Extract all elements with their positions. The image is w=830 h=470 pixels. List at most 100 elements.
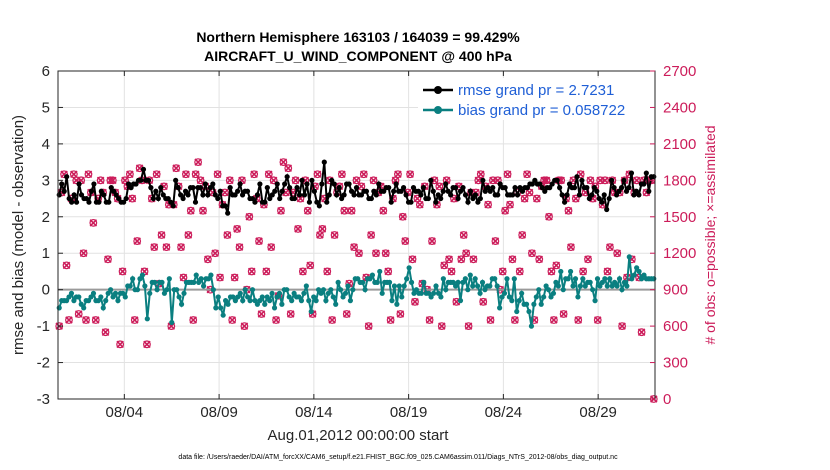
obs-assimilated-marker	[204, 255, 212, 264]
obs-assimilated-stroke	[286, 310, 295, 318]
obs-possible-marker	[457, 255, 466, 264]
obs-assimilated-stroke	[372, 249, 380, 257]
rmse-point	[410, 185, 417, 191]
obs-assimilated-stroke	[213, 170, 222, 179]
obs-assimilated-stroke	[308, 310, 317, 318]
rmse-point	[78, 192, 85, 198]
rmse-point	[631, 192, 637, 198]
obs-assimilated-stroke	[279, 158, 288, 166]
bias-point	[218, 305, 224, 311]
bias-point	[609, 283, 615, 289]
obs-possible-marker	[257, 310, 266, 318]
obs-possible-marker	[606, 243, 614, 252]
obs-assimilated-marker	[491, 237, 500, 245]
obs-assimilated-marker	[199, 206, 207, 215]
bias-point	[144, 316, 150, 322]
obs-assimilated-stroke	[459, 231, 468, 239]
bias-point	[112, 290, 119, 296]
obs-assimilated-stroke	[135, 164, 144, 172]
bias-point	[450, 279, 456, 285]
bias-point	[482, 287, 488, 293]
rmse-point	[175, 185, 181, 191]
obs-assimilated-marker	[606, 243, 614, 251]
bias-point	[274, 294, 280, 300]
bias-point	[604, 283, 610, 289]
obs-assimilated-stroke	[603, 267, 612, 276]
obs-assimilated-stroke	[408, 255, 417, 264]
chart-title-line1: Northern Hemisphere 163103 / 164039 = 99…	[196, 29, 520, 45]
x-axis-label: Aug.01,2012 00:00:00 start	[268, 427, 450, 444]
obs-assimilated-marker	[564, 206, 573, 215]
right-tick-label: 1800	[663, 172, 696, 189]
obs-assimilated-marker	[130, 316, 139, 324]
obs-assimilated-marker	[213, 170, 222, 179]
obs-assimilated-marker	[440, 261, 448, 270]
rmse-point	[373, 192, 379, 198]
rmse-point	[69, 199, 75, 205]
obs-possible-marker	[518, 231, 527, 239]
bias-point	[494, 283, 500, 289]
obs-possible-marker	[508, 255, 517, 264]
obs-possible-marker	[211, 249, 220, 258]
obs-assimilated-stroke	[291, 176, 300, 185]
rmse-point	[301, 192, 308, 198]
bias-point	[225, 301, 231, 307]
obs-possible-marker	[552, 261, 561, 270]
obs-possible-marker	[564, 206, 573, 215]
obs-assimilated-marker	[133, 237, 141, 245]
obs-assimilated-stroke	[503, 170, 512, 179]
bias-point	[345, 283, 351, 289]
obs-assimilated-marker	[74, 310, 83, 318]
rmse-point	[192, 199, 199, 205]
obs-assimilated-stroke	[542, 176, 551, 185]
bias-point	[110, 294, 116, 300]
obs-assimilated-marker	[559, 310, 568, 318]
bias-point	[347, 298, 353, 304]
obs-possible-marker	[596, 176, 605, 185]
rmse-point	[418, 192, 424, 198]
obs-possible-marker	[330, 231, 339, 239]
bias-point	[651, 276, 657, 282]
bias-point	[315, 287, 322, 293]
obs-assimilated-stroke	[328, 316, 336, 324]
bias-point	[342, 290, 349, 296]
obs-assimilated-marker	[116, 340, 124, 349]
bias-point	[181, 290, 187, 296]
bias-point	[223, 298, 229, 304]
obs-possible-marker	[484, 200, 492, 209]
bias-point	[71, 298, 77, 304]
right-tick-label: 2100	[663, 136, 696, 153]
bias-point	[340, 294, 346, 300]
obs-assimilated-marker	[503, 170, 512, 179]
rmse-point	[618, 185, 625, 191]
obs-assimilated-marker	[257, 310, 266, 318]
rmse-point	[561, 199, 568, 205]
rmse-point	[559, 192, 565, 198]
obs-assimilated-stroke	[330, 231, 339, 239]
bias-point	[543, 283, 549, 289]
rmse-point	[589, 192, 595, 198]
obs-assimilated-stroke	[230, 273, 239, 282]
rmse-point	[532, 177, 538, 183]
rmse-point	[341, 192, 347, 198]
obs-assimilated-stroke	[579, 267, 587, 276]
obs-assimilated-stroke	[535, 255, 544, 264]
obs-assimilated-stroke	[128, 194, 137, 203]
rmse-point	[106, 199, 112, 205]
rmse-point	[83, 195, 90, 202]
rmse-point	[487, 188, 493, 194]
obs-possible-marker	[199, 206, 207, 215]
obs-assimilated-stroke	[433, 200, 441, 209]
rmse-point	[326, 192, 332, 198]
rmse-point	[351, 192, 357, 198]
obs-possible-marker	[386, 316, 395, 324]
rmse-point	[428, 177, 434, 183]
obs-assimilated-marker	[255, 237, 263, 245]
obs-assimilated-stroke	[235, 243, 244, 251]
obs-assimilated-marker	[523, 170, 531, 179]
bias-point	[479, 279, 486, 285]
rmse-point	[133, 181, 139, 187]
bias-point	[333, 301, 339, 307]
bias-point	[306, 298, 312, 304]
bias-point	[399, 294, 405, 300]
